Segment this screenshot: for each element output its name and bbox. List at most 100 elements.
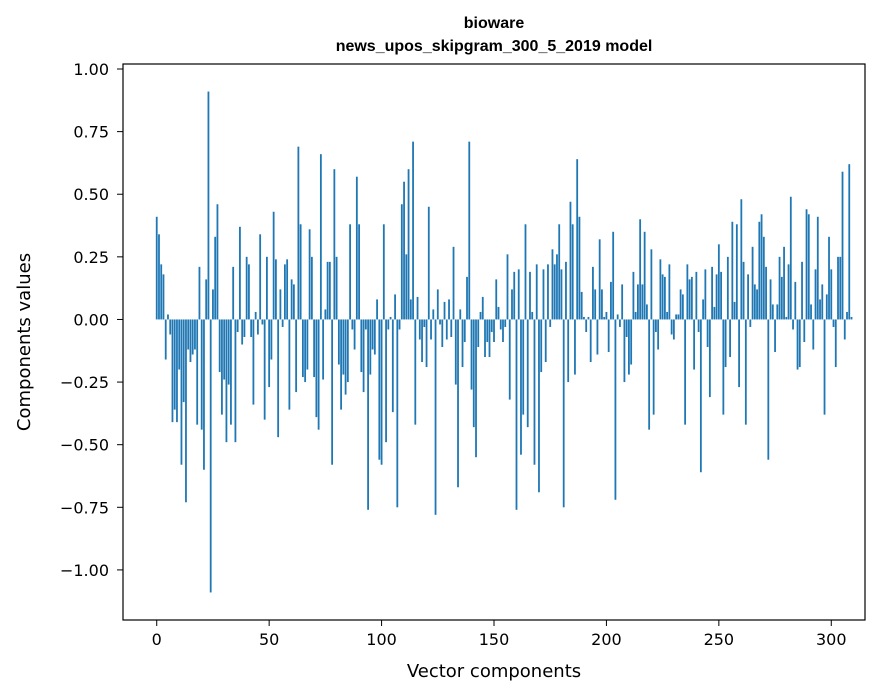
bar-106 [394, 294, 396, 320]
bar-191 [585, 319, 588, 332]
bar-135 [459, 309, 462, 320]
bar-52 [272, 211, 275, 320]
bar-89 [355, 176, 358, 320]
bar-57 [283, 264, 286, 320]
bar-34 [232, 266, 235, 320]
bar-203 [612, 231, 615, 320]
y-tick-label: 0.25 [73, 248, 109, 267]
bar-160 [515, 319, 518, 510]
bar-94 [367, 319, 369, 510]
bar-206 [619, 319, 621, 327]
bar-153 [499, 319, 502, 330]
bar-187 [576, 159, 579, 320]
bar-131 [450, 319, 453, 337]
bar-81 [337, 319, 340, 365]
bar-146 [484, 319, 486, 358]
bar-31 [225, 319, 228, 443]
bar-307 [846, 311, 848, 320]
bar-132 [452, 246, 455, 320]
bar-170 [538, 319, 540, 493]
bar-266 [753, 284, 756, 320]
bar-272 [767, 319, 770, 460]
bar-248 [713, 306, 716, 320]
bar-74 [322, 319, 325, 380]
bar-239 [693, 319, 696, 370]
bar-38 [241, 319, 244, 345]
bar-249 [715, 274, 718, 320]
y-axis-label: Components values [14, 253, 35, 431]
bar-143 [477, 319, 480, 348]
bar-104 [389, 316, 392, 320]
bar-285 [796, 319, 799, 370]
bar-27 [216, 204, 219, 320]
bar-192 [587, 316, 590, 320]
bar-288 [803, 319, 806, 342]
bar-165 [526, 319, 529, 428]
x-axis-ticks: 0 50 100 150 200 250 300 [152, 620, 847, 649]
bar-305 [841, 171, 844, 320]
bar-107 [396, 319, 399, 508]
bar-205 [616, 314, 619, 320]
bar-111 [405, 254, 408, 320]
bar-65 [301, 319, 304, 378]
bar-86 [349, 224, 351, 320]
bar-214 [637, 284, 639, 320]
y-tick-label: 0.75 [73, 123, 109, 142]
bar-96 [371, 319, 374, 350]
chart-title-line1: bioware [464, 15, 525, 32]
bar-29 [221, 319, 223, 415]
bar-273 [769, 279, 772, 320]
bar-224 [659, 259, 662, 320]
bar-62 [295, 319, 298, 393]
bar-253 [724, 319, 727, 368]
bar-122 [430, 319, 432, 340]
bar-296 [821, 284, 824, 320]
bar-116 [416, 296, 419, 320]
bar-101 [382, 224, 385, 320]
bar-259 [738, 319, 740, 388]
bar-118 [421, 319, 423, 363]
bar-50 [268, 319, 271, 388]
bar-16 [191, 319, 194, 355]
bar-302 [834, 319, 837, 368]
bar-195 [594, 289, 597, 320]
bar-190 [583, 316, 585, 320]
bar-0 [155, 216, 158, 320]
bar-93 [364, 319, 367, 330]
bar-24 [209, 319, 212, 593]
bar-270 [762, 236, 765, 320]
bar-58 [286, 259, 289, 320]
bar-15 [189, 319, 192, 363]
bar-208 [623, 319, 626, 383]
bar-176 [551, 249, 554, 320]
bar-283 [792, 319, 794, 330]
bar-177 [553, 264, 556, 320]
bar-20 [200, 319, 203, 430]
bar-119 [423, 319, 426, 327]
bar-136 [461, 319, 464, 368]
bar-185 [571, 224, 574, 320]
bar-299 [828, 236, 830, 320]
bar-68 [308, 229, 311, 320]
bar-147 [486, 319, 489, 342]
bar-223 [657, 319, 660, 350]
bar-63 [297, 146, 300, 320]
bar-226 [663, 276, 666, 320]
y-tick-label: −0.25 [60, 373, 109, 392]
bar-179 [558, 224, 561, 320]
y-tick-label: 0.00 [73, 310, 109, 329]
bar-155 [504, 319, 507, 327]
bar-202 [610, 281, 612, 320]
bar-49 [266, 256, 268, 320]
bar-243 [702, 299, 705, 320]
bar-159 [513, 271, 516, 320]
bar-236 [686, 264, 689, 320]
bar-257 [733, 301, 736, 320]
bar-281 [787, 264, 790, 320]
bar-142 [475, 319, 477, 458]
bar-255 [729, 319, 731, 358]
bar-117 [418, 319, 421, 340]
x-tick-label: 300 [816, 630, 847, 649]
bar-98 [376, 299, 378, 320]
